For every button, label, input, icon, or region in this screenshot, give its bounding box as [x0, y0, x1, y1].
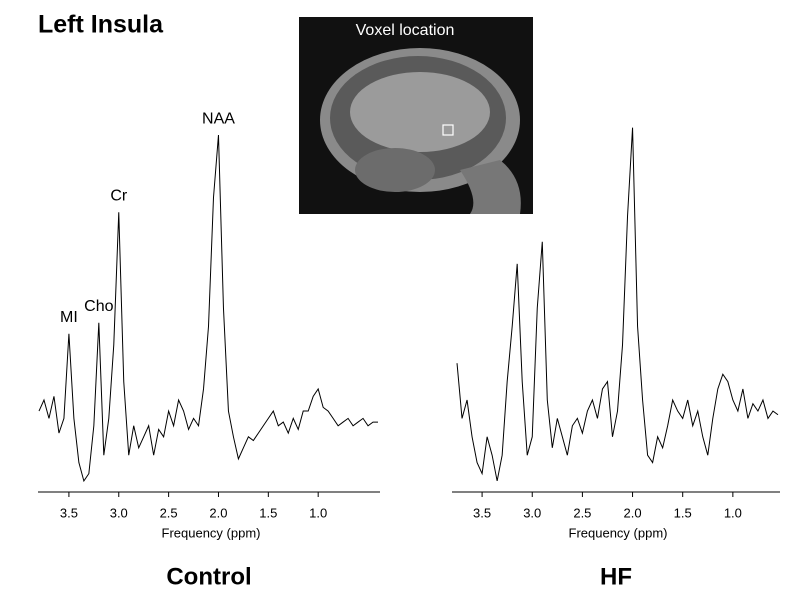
cerebellum [355, 148, 435, 192]
x-tick-label: 3.0 [110, 505, 128, 520]
x-tick-label: 1.0 [724, 505, 742, 520]
chart-title: Control [166, 563, 251, 590]
x-tick-label: 2.0 [624, 505, 642, 520]
inset-label: Voxel location [356, 22, 455, 39]
spectrum-line [456, 127, 779, 482]
x-tick-label: 3.0 [523, 505, 541, 520]
x-axis-label: Frequency (ppm) [569, 525, 668, 540]
spectrum-line [38, 135, 379, 483]
x-tick-label: 1.5 [259, 505, 277, 520]
figure-title: Left Insula [38, 11, 164, 39]
brain-tissue [350, 72, 490, 152]
peak-label: Cr [110, 188, 128, 205]
x-tick-label: 3.5 [60, 505, 78, 520]
x-tick-label: 3.5 [473, 505, 491, 520]
x-tick-label: 2.5 [160, 505, 178, 520]
x-axis-label: Frequency (ppm) [162, 525, 261, 540]
x-tick-label: 2.0 [209, 505, 227, 520]
voxel-marker [442, 124, 454, 136]
peak-label: NAA [202, 110, 235, 127]
chart-title: HF [600, 563, 632, 590]
x-tick-label: 1.0 [309, 505, 327, 520]
inset: Voxel location [299, 17, 533, 214]
peak-label: MI [60, 309, 78, 326]
face [460, 160, 521, 214]
peak-label: Cho [84, 298, 113, 315]
x-tick-label: 2.5 [573, 505, 591, 520]
x-tick-label: 1.5 [674, 505, 692, 520]
